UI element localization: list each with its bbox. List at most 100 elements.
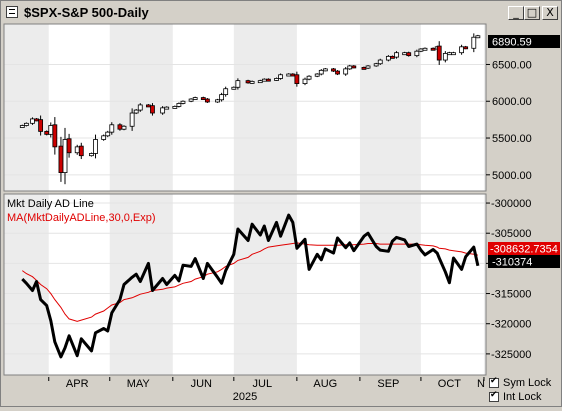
candle-body bbox=[164, 106, 170, 110]
price-tick-label: 5000.00 bbox=[492, 170, 532, 182]
window-title: $SPX-S&P 500-Daily bbox=[24, 5, 149, 20]
maximize-button[interactable]: □ bbox=[524, 6, 540, 20]
candle-body bbox=[223, 88, 229, 96]
candle-body bbox=[188, 98, 194, 102]
candle-body bbox=[52, 124, 58, 148]
candle-body bbox=[93, 139, 98, 154]
candle-body bbox=[48, 125, 54, 135]
candle-body bbox=[249, 80, 255, 84]
candle-body bbox=[172, 105, 178, 109]
candle-body bbox=[446, 52, 452, 56]
check-icon bbox=[489, 376, 499, 388]
sym-lock-checkbox[interactable]: Sym Lock bbox=[489, 376, 561, 390]
month-label: APR bbox=[66, 378, 89, 390]
indicator-tick-label: -300000 bbox=[491, 198, 531, 210]
candle-body bbox=[265, 78, 271, 82]
month-label: N bbox=[477, 378, 485, 390]
price-tick-label: 6000.00 bbox=[492, 96, 532, 108]
candle-body bbox=[215, 99, 220, 103]
year-label: 2025 bbox=[233, 391, 257, 403]
candle-body bbox=[121, 125, 127, 130]
candle-body bbox=[422, 47, 428, 51]
candle-body bbox=[286, 73, 292, 77]
candle-body bbox=[101, 135, 107, 140]
candle-body bbox=[58, 145, 64, 174]
candle-body bbox=[322, 68, 328, 72]
candle-body bbox=[176, 103, 182, 107]
candle-body bbox=[78, 145, 84, 157]
int-lock-checkbox[interactable]: Int Lock bbox=[489, 390, 561, 404]
close-button[interactable]: X bbox=[542, 6, 558, 20]
price-tick-label: 5500.00 bbox=[492, 133, 532, 145]
candle-body bbox=[335, 70, 340, 75]
candle-body bbox=[459, 46, 464, 54]
candle-body bbox=[302, 78, 308, 84]
candle-body bbox=[30, 118, 35, 124]
month-shade bbox=[109, 194, 173, 375]
sym-lock-label: Sym Lock bbox=[503, 377, 552, 389]
indicator-tick-label: -315000 bbox=[491, 289, 531, 301]
date-axis-bg bbox=[4, 377, 486, 405]
indicator-tick-label: -305000 bbox=[491, 228, 531, 240]
candle-body bbox=[117, 124, 123, 130]
candle-body bbox=[351, 65, 357, 69]
candle-body bbox=[331, 68, 336, 72]
candle-body bbox=[133, 109, 139, 114]
candle-body bbox=[44, 131, 50, 135]
candle-body bbox=[436, 45, 442, 61]
month-shade bbox=[483, 24, 486, 191]
candle-body bbox=[109, 124, 115, 133]
candle-body bbox=[377, 59, 383, 65]
month-shade bbox=[483, 194, 486, 375]
candle-body bbox=[451, 52, 456, 56]
candle-body bbox=[38, 119, 44, 132]
check-icon bbox=[489, 390, 499, 402]
month-shade bbox=[359, 194, 421, 375]
candle-body bbox=[204, 98, 210, 103]
chart-window-icon[interactable] bbox=[6, 6, 18, 18]
price-tick-label: 6500.00 bbox=[492, 59, 532, 71]
price-panel-border bbox=[3, 23, 487, 192]
month-label: OCT bbox=[438, 378, 462, 390]
candle-body bbox=[475, 35, 481, 39]
candle-body bbox=[394, 52, 399, 58]
candle-body bbox=[105, 131, 111, 137]
month-label: AUG bbox=[313, 378, 337, 390]
month-shade bbox=[4, 24, 49, 191]
title-bar[interactable]: $SPX-S&P 500-Daily _ □ X bbox=[2, 2, 560, 24]
int-lock-label: Int Lock bbox=[503, 391, 542, 403]
candle-body bbox=[442, 53, 448, 61]
candle-body bbox=[180, 100, 186, 104]
last-price-box bbox=[488, 35, 560, 48]
last-value-box bbox=[488, 255, 560, 268]
candle-body bbox=[62, 139, 68, 174]
candle-body bbox=[245, 80, 251, 84]
candle-body bbox=[361, 67, 367, 70]
candle-body bbox=[318, 69, 324, 75]
candle-body bbox=[306, 75, 312, 80]
candle-body bbox=[145, 104, 151, 108]
candle-body bbox=[414, 50, 420, 57]
candle-body bbox=[290, 73, 296, 77]
candle-body bbox=[314, 73, 320, 77]
indicator-label: Mkt Daily AD Line bbox=[7, 198, 94, 210]
ad-line-series bbox=[21, 213, 480, 359]
candle-body bbox=[365, 65, 371, 69]
candle-body bbox=[19, 125, 25, 128]
month-label: JUL bbox=[253, 378, 273, 390]
candle-body bbox=[74, 146, 80, 154]
candle-body bbox=[430, 47, 436, 51]
candle-body bbox=[418, 48, 424, 52]
candle-body bbox=[200, 97, 206, 100]
minimize-button[interactable]: _ bbox=[508, 6, 524, 20]
candle-body bbox=[192, 97, 198, 100]
candle-body bbox=[219, 94, 225, 101]
candle-body bbox=[343, 68, 349, 75]
candle-body bbox=[294, 74, 300, 84]
candle-body bbox=[160, 107, 166, 114]
month-shade bbox=[233, 24, 297, 191]
candle-body bbox=[89, 153, 94, 157]
candle-body bbox=[463, 46, 469, 50]
